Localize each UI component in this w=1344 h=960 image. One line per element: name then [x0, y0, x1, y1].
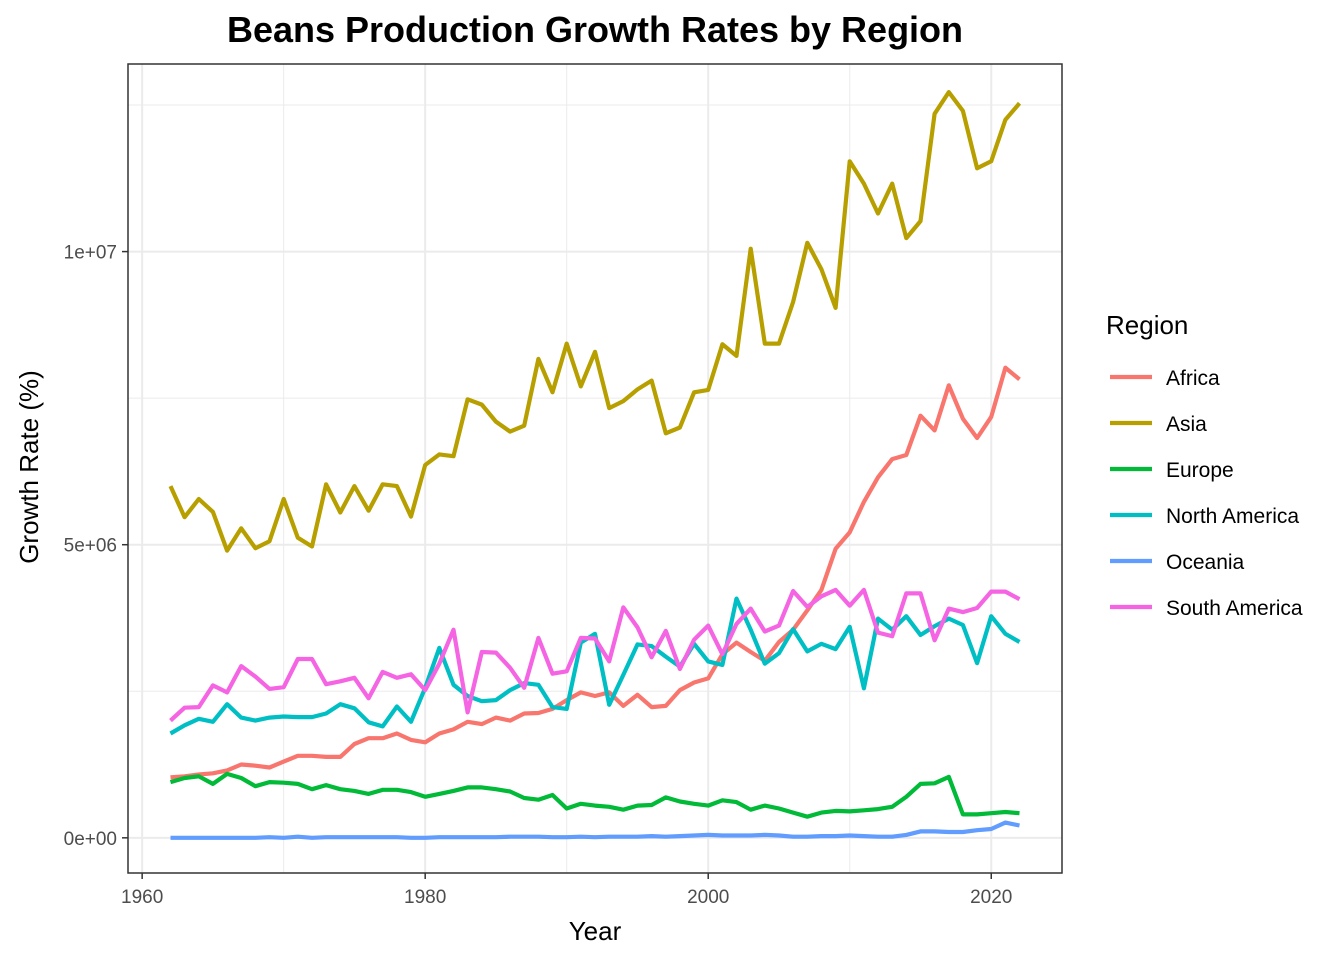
series-line-africa — [170, 365, 1021, 780]
y-tick-label: 0e+00 — [64, 829, 117, 850]
series-line-north-america — [169, 596, 1021, 736]
chart-title: Beans Production Growth Rates by Region — [227, 9, 963, 50]
legend-label-asia: Asia — [1166, 413, 1207, 436]
series-line-europe — [169, 771, 1020, 819]
x-axis-title: Year — [569, 916, 622, 946]
series-lines — [168, 89, 1022, 840]
x-axis: 1960 1980 2000 2020 — [121, 873, 1012, 908]
y-tick-label: 1e+07 — [64, 243, 117, 264]
x-tick-label: 1960 — [121, 887, 163, 908]
legend: Region Africa Asia Europe North America Ocea… — [1106, 310, 1303, 620]
series-line-south-america — [169, 587, 1021, 723]
plot-panel — [128, 64, 1062, 873]
y-axis-title: Growth Rate (%) — [14, 370, 44, 564]
x-tick-label: 1980 — [404, 887, 446, 908]
y-tick-label: 5e+06 — [64, 536, 117, 557]
series-line-asia — [168, 89, 1022, 553]
legend-label-oceania: Oceania — [1166, 551, 1245, 574]
panel-border — [127, 63, 1063, 874]
series-line-oceania — [170, 820, 1020, 840]
legend-label-north-america: North America — [1166, 505, 1299, 528]
y-axis: 0e+00 5e+06 1e+07 — [64, 243, 128, 850]
x-tick-label: 2020 — [970, 887, 1012, 908]
x-tick-label: 2000 — [687, 887, 729, 908]
plot-frame — [127, 63, 1063, 874]
plot-background — [128, 64, 1062, 873]
legend-title: Region — [1106, 310, 1188, 340]
legend-label-south-america: South America — [1166, 597, 1303, 620]
legend-label-europe: Europe — [1166, 459, 1234, 482]
legend-label-africa: Africa — [1166, 367, 1220, 390]
